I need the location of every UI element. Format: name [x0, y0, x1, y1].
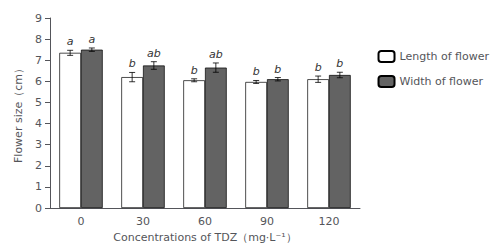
- svg-text:a: a: [67, 35, 74, 48]
- svg-text:0: 0: [35, 202, 42, 215]
- svg-text:b: b: [315, 61, 322, 74]
- svg-text:90: 90: [260, 215, 274, 228]
- svg-text:5: 5: [35, 96, 42, 109]
- svg-text:Length of flower: Length of flower: [400, 50, 490, 63]
- svg-text:b: b: [191, 64, 198, 77]
- svg-text:a: a: [88, 33, 95, 46]
- svg-text:7: 7: [35, 54, 42, 67]
- svg-text:120: 120: [319, 215, 340, 228]
- svg-text:ab: ab: [147, 47, 161, 60]
- svg-text:b: b: [129, 57, 136, 70]
- svg-text:9: 9: [35, 12, 42, 25]
- svg-text:3: 3: [35, 138, 42, 151]
- svg-text:Flower size（cm）: Flower size（cm）: [12, 63, 25, 163]
- svg-text:b: b: [253, 65, 260, 78]
- svg-text:30: 30: [136, 215, 150, 228]
- svg-text:ab: ab: [209, 48, 223, 61]
- svg-text:8: 8: [35, 33, 42, 46]
- svg-text:0: 0: [78, 215, 85, 228]
- svg-text:4: 4: [35, 117, 42, 130]
- svg-text:6: 6: [35, 75, 42, 88]
- svg-text:b: b: [336, 57, 343, 70]
- svg-text:60: 60: [198, 215, 212, 228]
- svg-text:2: 2: [35, 159, 42, 172]
- svg-text:1: 1: [35, 180, 42, 193]
- svg-text:Width of flower: Width of flower: [400, 75, 484, 88]
- svg-text:Concentrations of TDZ（mg·L⁻¹）: Concentrations of TDZ（mg·L⁻¹）: [113, 231, 296, 244]
- svg-text:b: b: [274, 63, 281, 76]
